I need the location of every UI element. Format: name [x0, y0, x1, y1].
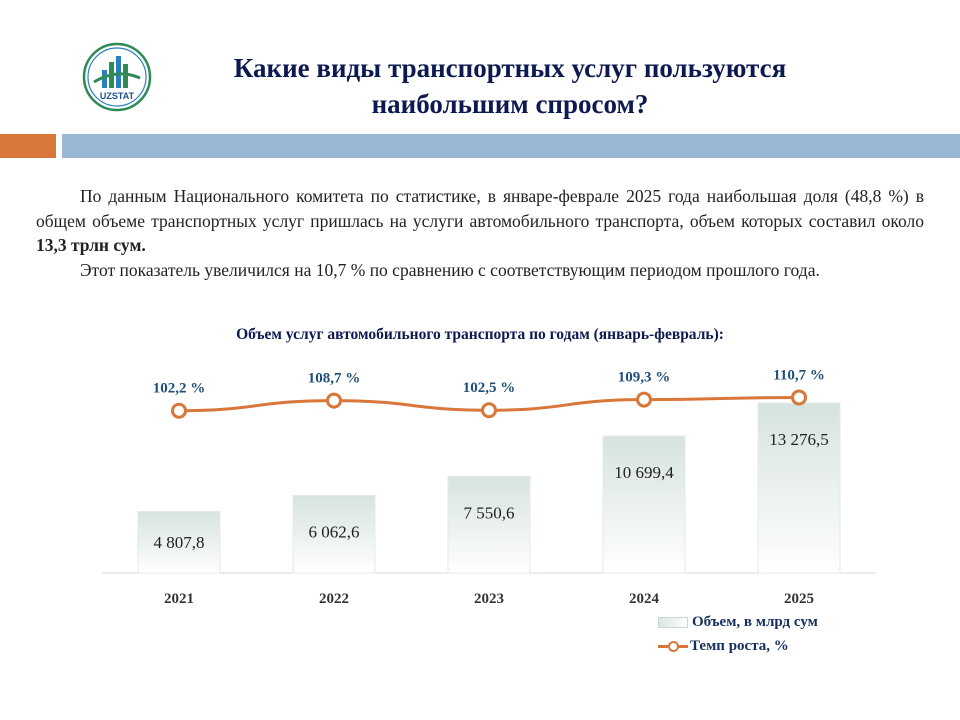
- title-line-1: Какие виды транспортных услуг пользуются: [233, 53, 787, 83]
- growth-point-2023: [481, 402, 497, 419]
- paragraph-2: Этот показатель увеличился на 10,7 % по …: [80, 259, 820, 280]
- legend-swatch-line: [658, 639, 688, 653]
- paragraph-1-text: По данным Национального комитета по стат…: [36, 186, 924, 231]
- title-line-2: наибольшим спросом?: [371, 89, 649, 119]
- chart-title: Объем услуг автомобильного транспорта по…: [236, 326, 724, 343]
- growth-label-2023: 102,5 %: [463, 380, 516, 396]
- x-tick-2024: 2024: [629, 591, 660, 607]
- bar-2024: [602, 435, 686, 574]
- x-tick-2021: 2021: [164, 591, 194, 607]
- page-title: Какие виды транспортных услуг пользуются…: [160, 50, 860, 122]
- x-tick-2022: 2022: [319, 591, 349, 607]
- bar-2022: [292, 494, 376, 574]
- legend-label-volume: Объем, в млрд сум: [692, 613, 818, 630]
- bar-2023: [447, 475, 531, 574]
- legend-swatch-bar: [658, 616, 688, 628]
- accent-bar-blue: [62, 134, 960, 158]
- uzstat-logo: UZSTAT: [82, 42, 152, 112]
- x-tick-2025: 2025: [784, 591, 814, 607]
- paragraph-1: По данным Национального комитета по стат…: [36, 184, 924, 258]
- growth-point-2021: [171, 402, 187, 419]
- bar-value-2022: 6 062,6: [309, 522, 360, 541]
- bar-2025: [757, 402, 841, 574]
- legend-item-volume: Объем, в млрд сум: [658, 610, 818, 634]
- legend: Объем, в млрд сум Темп роста, %: [658, 610, 818, 658]
- growth-point-2022: [326, 392, 342, 409]
- bar-value-2025: 13 276,5: [769, 430, 829, 449]
- bar-value-2021: 4 807,8: [154, 533, 205, 552]
- bar-value-2024: 10 699,4: [614, 463, 674, 482]
- growth-point-2024: [636, 391, 652, 408]
- bar-2021: [137, 510, 221, 574]
- growth-point-2025: [791, 389, 807, 406]
- legend-item-growth: Темп роста, %: [658, 634, 818, 658]
- bar-value-2023: 7 550,6: [464, 503, 515, 522]
- paragraph-1-bold: 13,3 трлн сум.: [36, 235, 146, 255]
- growth-label-2021: 102,2 %: [153, 381, 206, 397]
- logo-text: UZSTAT: [100, 91, 135, 101]
- legend-label-growth: Темп роста, %: [690, 637, 789, 654]
- body-text: По данным Национального комитета по стат…: [36, 184, 924, 282]
- growth-label-2025: 110,7 %: [773, 367, 825, 383]
- x-tick-2023: 2023: [474, 591, 504, 607]
- growth-label-2024: 109,3 %: [618, 370, 671, 386]
- accent-bar-orange: [0, 134, 56, 158]
- growth-label-2022: 108,7 %: [308, 371, 361, 387]
